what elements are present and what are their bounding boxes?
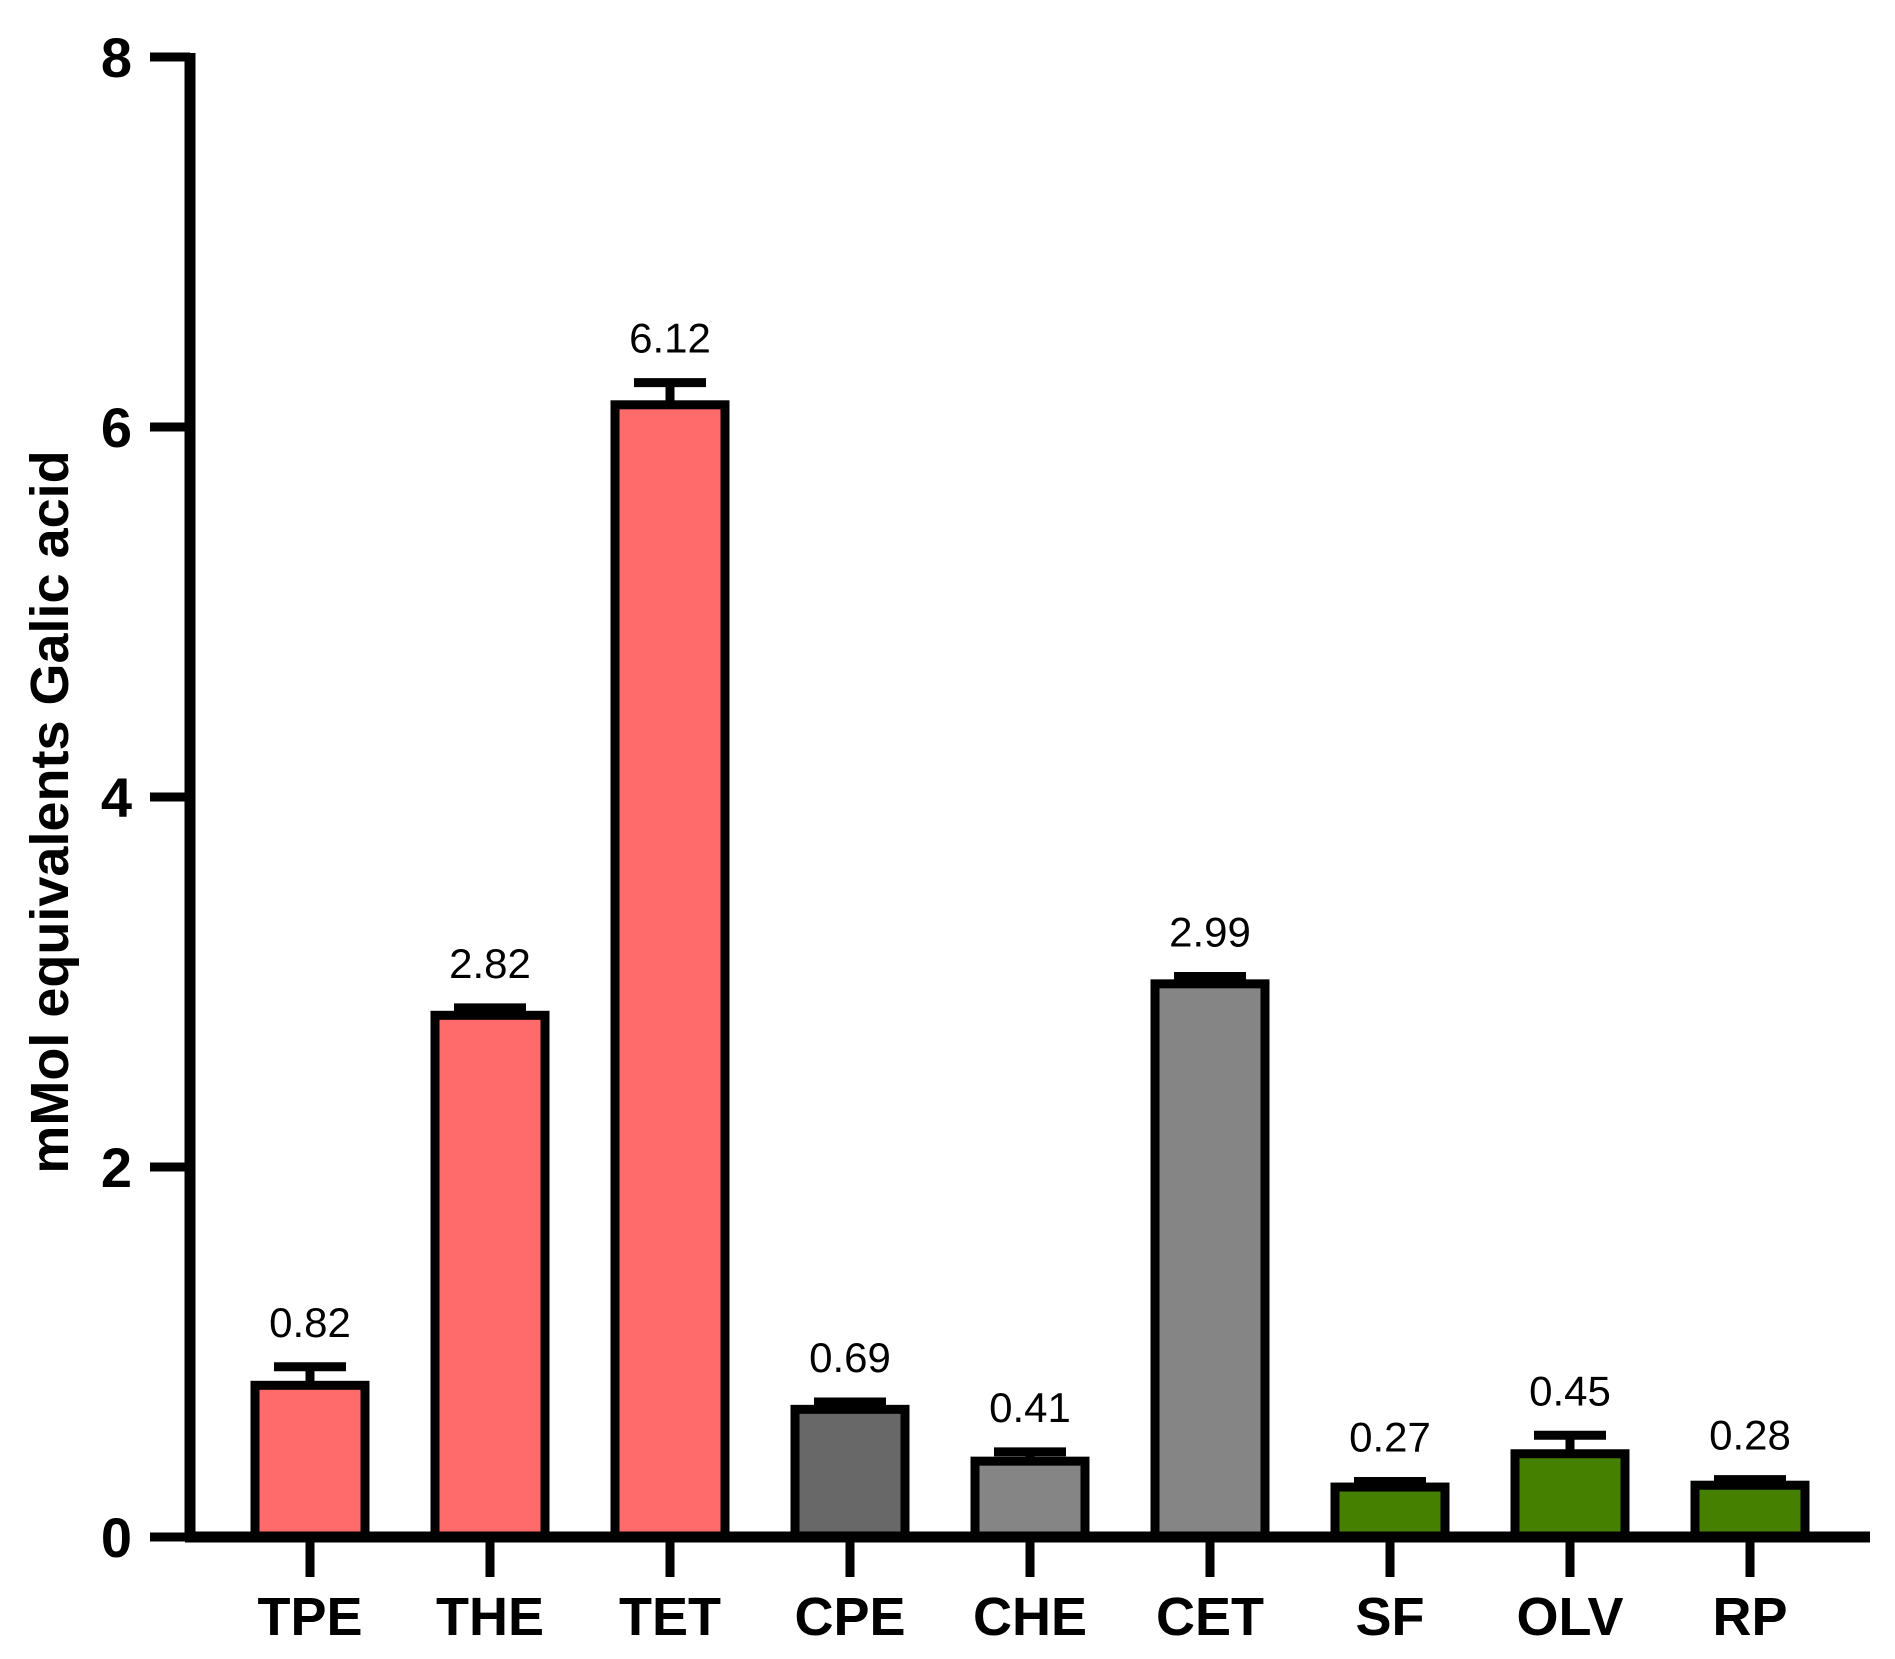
y-tick-label-6: 6 bbox=[101, 396, 132, 459]
y-tick-label-2: 2 bbox=[101, 1136, 132, 1199]
plot-area: 0.82 TPE 2.82 THE 6.12 TET 0.69 CPE 0.41 CHE 2.99 C… bbox=[101, 26, 1870, 1647]
value-label-rp: 0.28 bbox=[1709, 1412, 1791, 1459]
x-tick-label-sf: SF bbox=[1355, 1587, 1424, 1647]
value-label-che: 0.41 bbox=[989, 1384, 1071, 1431]
x-tick-label-the: THE bbox=[436, 1587, 544, 1647]
value-label-olv: 0.45 bbox=[1529, 1367, 1611, 1414]
bar-sf bbox=[1330, 1482, 1450, 1542]
x-tick-label-rp: RP bbox=[1712, 1587, 1787, 1647]
x-tick-label-tet: TET bbox=[619, 1587, 721, 1647]
bar-che bbox=[970, 1456, 1090, 1542]
value-label-tpe: 0.82 bbox=[269, 1299, 351, 1346]
bar-tpe bbox=[250, 1380, 370, 1542]
y-tick-label-0: 0 bbox=[101, 1506, 132, 1569]
x-tick-label-cpe: CPE bbox=[794, 1587, 905, 1647]
y-axis-title: mMol equivalents Galic acid bbox=[20, 450, 80, 1173]
bar-cet bbox=[1150, 979, 1270, 1542]
bar-tet bbox=[610, 400, 730, 1542]
value-label-the: 2.82 bbox=[449, 940, 531, 987]
bar-the bbox=[430, 1010, 550, 1542]
x-tick-label-che: CHE bbox=[973, 1587, 1087, 1647]
bar-rp bbox=[1690, 1480, 1810, 1542]
x-tick-label-cet: CET bbox=[1156, 1587, 1264, 1647]
value-label-cet: 2.99 bbox=[1169, 908, 1251, 955]
value-label-tet: 6.12 bbox=[629, 315, 711, 362]
y-tick-label-4: 4 bbox=[101, 766, 132, 829]
value-label-cpe: 0.69 bbox=[809, 1334, 891, 1381]
x-tick-label-olv: OLV bbox=[1517, 1587, 1624, 1647]
bar-olv bbox=[1510, 1449, 1630, 1542]
bar-cpe bbox=[790, 1404, 910, 1542]
x-tick-label-tpe: TPE bbox=[257, 1587, 362, 1647]
y-tick-label-8: 8 bbox=[101, 26, 132, 89]
value-label-sf: 0.27 bbox=[1349, 1414, 1431, 1461]
